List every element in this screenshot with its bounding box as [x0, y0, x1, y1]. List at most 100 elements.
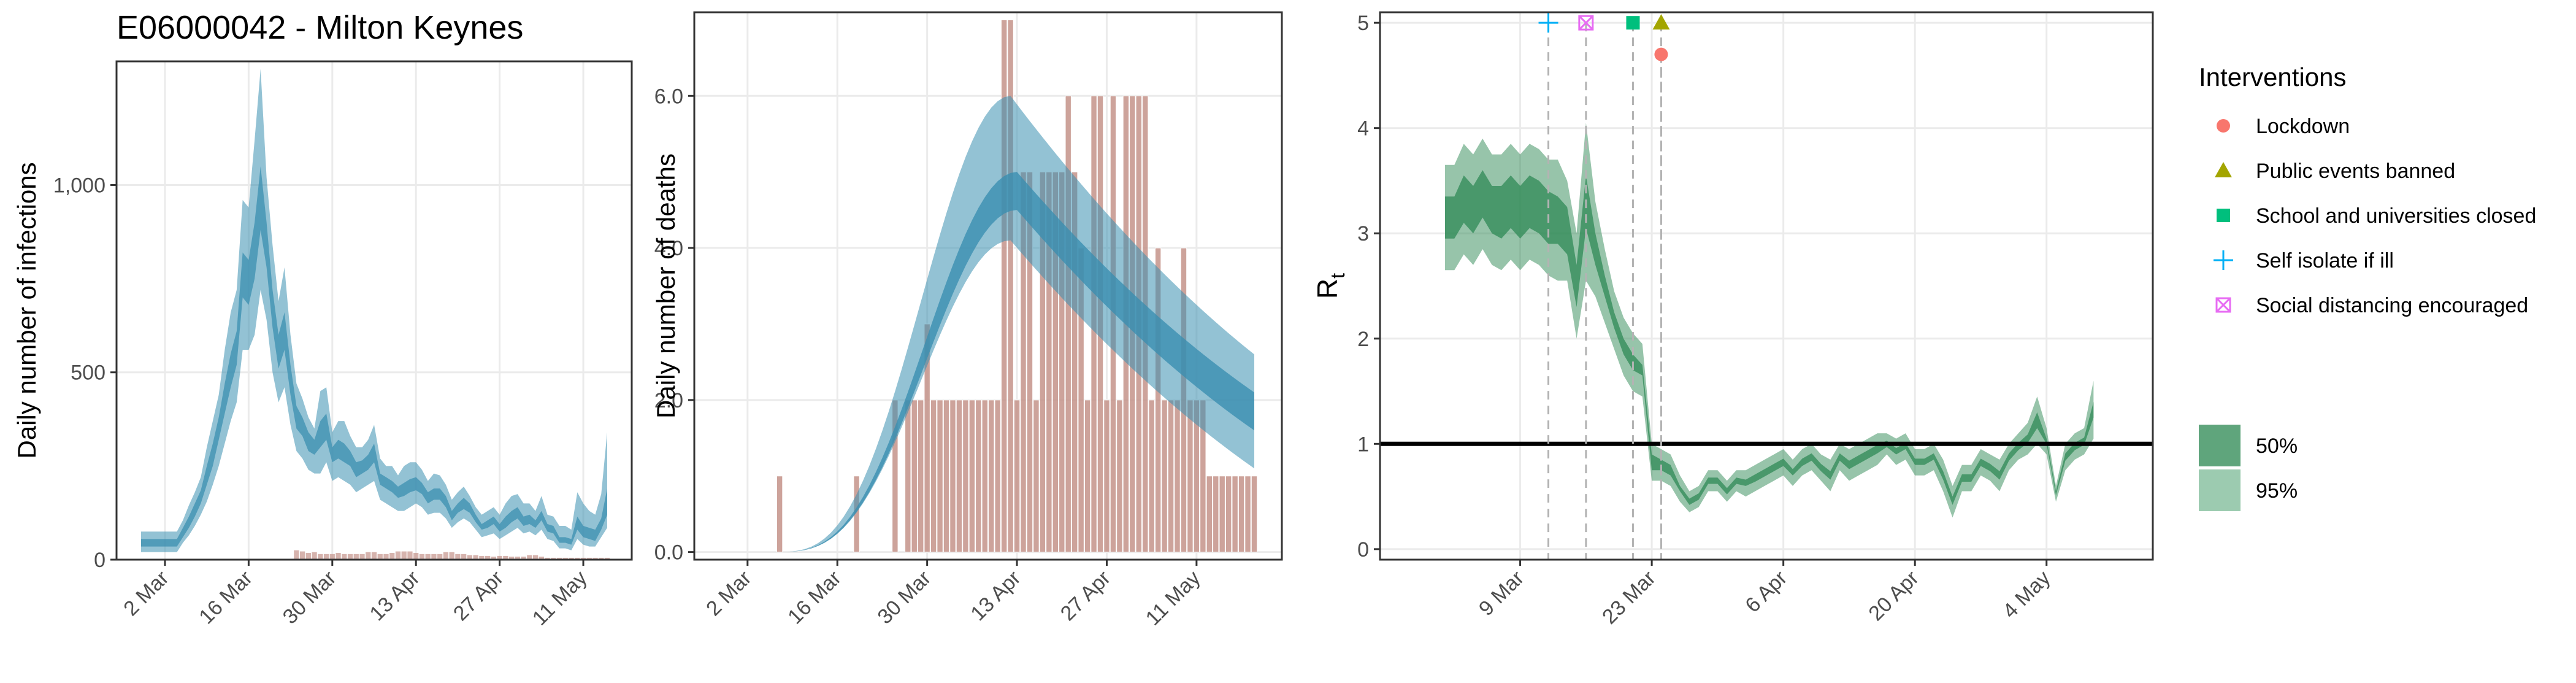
- deaths-observed-bar: [1013, 399, 1021, 553]
- infections-observed-bar: [503, 555, 508, 560]
- deaths-panel: 0.0 2.0 4.0 6.0 2 Mar 16 Mar 30 Mar 13 Apr 27 Ap…: [651, 11, 1283, 630]
- rt-intervention-marker-boxx-d2: [1578, 15, 1593, 31]
- deaths-observed-bar: [962, 399, 969, 553]
- infections-observed-bar: [479, 555, 485, 560]
- infections-tick-label-y: 1,000: [53, 174, 105, 197]
- infections-observed-bar: [318, 554, 323, 560]
- deaths-observed-bar: [1187, 399, 1194, 553]
- rt-tick-label-y: 3: [1357, 222, 1369, 245]
- deaths-observed-bar: [1219, 476, 1225, 553]
- infections-observed-bar: [485, 555, 491, 560]
- infections-tick-label-x: 16 Mar: [194, 566, 257, 629]
- deaths-observed-bar: [1000, 19, 1008, 553]
- deaths-observed-bar: [994, 399, 1001, 553]
- infections-observed-bar: [305, 553, 311, 560]
- rt-band-50: [1444, 170, 2094, 505]
- infections-tick-label-x: 2 Mar: [119, 566, 173, 620]
- infections-observed-bar: [359, 554, 365, 560]
- deaths-observed-bar: [1225, 476, 1232, 553]
- deaths-observed-bar: [1071, 171, 1078, 553]
- deaths-observed-bar: [1033, 399, 1040, 553]
- rt-tick-label-x: 4 May: [1998, 566, 2055, 623]
- infections-observed-bar: [569, 557, 574, 560]
- infections-observed-bar: [347, 554, 353, 560]
- deaths-observed-bar: [1154, 247, 1162, 553]
- infections-observed-bar: [532, 555, 539, 560]
- infections-bg: [117, 61, 632, 560]
- infections-observed-bar: [395, 551, 401, 560]
- deaths-observed-bar: [937, 399, 943, 553]
- deaths-tick-label-x: 13 Apr: [966, 566, 1025, 625]
- infections-observed-bar: [353, 554, 359, 560]
- deaths-observed-bar: [968, 399, 976, 553]
- rt-panel: 0 1 2 3 4 5 9 Mar 23 Mar 6 Apr 20 Apr 4 May Rt: [1311, 11, 2154, 629]
- legend-marker-triangle-triangle: [2215, 162, 2232, 177]
- deaths-tick-label-x: 11 May: [1141, 566, 1205, 630]
- rt-intervention-marker-square: [1626, 16, 1640, 30]
- deaths-tick-label-x: 30 Mar: [873, 566, 936, 629]
- infections-observed-bar: [467, 555, 473, 560]
- infections-observed-bar: [425, 554, 431, 560]
- legend-band-label: 50%: [2256, 434, 2298, 458]
- legend-marker-boxx-boxx-box: [2215, 297, 2231, 313]
- infections-observed-bar: [413, 553, 419, 560]
- infections-tick-label-y: 0: [94, 549, 105, 572]
- legend-item-label: School and universities closed: [2256, 204, 2536, 228]
- deaths-observed-bar: [776, 476, 783, 553]
- rt-intervention-marker-circle: [1654, 47, 1668, 61]
- rt-band-95: [1444, 123, 2094, 518]
- infections-tick-label-x: 11 May: [528, 566, 592, 630]
- infections-panel: 0 500 1,000 2 Mar 16 Mar 30 Mar 13 Apr 27 Apr 11…: [12, 60, 633, 630]
- deaths-observed-bar: [1232, 476, 1238, 553]
- infections-observed-bar: [604, 557, 610, 560]
- infections-observed-bar: [455, 554, 461, 560]
- infections-observed-bar: [592, 557, 598, 560]
- deaths-tick-label-y: 4.0: [654, 237, 683, 260]
- legend-marker-boxx-boxx-d2: [2215, 297, 2231, 313]
- infections-observed-bar: [329, 554, 335, 560]
- infections-observed-bar: [335, 553, 341, 560]
- legend-band-swatch: [2199, 469, 2241, 511]
- deaths-tick-label-y: 6.0: [654, 85, 683, 108]
- deaths-observed-bar: [943, 399, 950, 553]
- infections-observed-bar: [294, 550, 299, 560]
- infections-observed-bar: [312, 552, 317, 560]
- infections-observed-bar: [539, 557, 544, 560]
- infections-observed-bar: [389, 553, 395, 560]
- infections-observed-bar: [497, 555, 502, 560]
- infections-observed-bar: [299, 551, 305, 560]
- infections-tick-label-x: 30 Mar: [278, 566, 341, 629]
- infections-observed-bar: [342, 554, 347, 560]
- infections-observed-bar: [443, 552, 449, 560]
- infections-tick-label-x: 13 Apr: [365, 566, 424, 625]
- deaths-observed-bar: [1251, 476, 1258, 553]
- rt-tick-label-y: 5: [1357, 12, 1369, 35]
- legend-item-label: Social distancing encouraged: [2256, 294, 2528, 317]
- infections-observed-bar: [473, 555, 478, 560]
- deaths-observed-bar: [1244, 476, 1251, 553]
- rt-tick-label-x: 23 Mar: [1598, 566, 1660, 629]
- infections-observed-bar: [562, 557, 568, 560]
- infections-observed-bar: [407, 551, 413, 560]
- infections-observed-bar: [586, 557, 592, 560]
- deaths-observed-bar: [917, 399, 924, 553]
- legend-marker-circle-circle: [2217, 119, 2230, 133]
- deaths-tick-label-y: 2.0: [654, 389, 683, 412]
- infections-observed-bar: [491, 557, 497, 560]
- rt-intervention-marker-triangle: [1652, 14, 1670, 30]
- infections-observed-bar: [371, 552, 377, 560]
- infections-observed-bar: [515, 557, 520, 560]
- infections-observed-bar: [431, 554, 437, 560]
- infections-observed-bar: [599, 557, 604, 560]
- legend-marker-square-square: [2217, 209, 2230, 222]
- deaths-observed-bar: [1148, 399, 1155, 553]
- legend-title: Interventions: [2199, 63, 2346, 91]
- infections-observed-bar: [556, 557, 562, 560]
- infections-border: [115, 60, 633, 561]
- deaths-observed-bar: [1065, 95, 1071, 553]
- deaths-observed-bar: [1174, 399, 1181, 553]
- rt-tick-label-y: 2: [1357, 328, 1369, 351]
- deaths-observed-bar: [949, 399, 956, 553]
- rt-tick-label-y: 0: [1357, 538, 1369, 561]
- deaths-tick-label-x: 16 Mar: [783, 566, 846, 629]
